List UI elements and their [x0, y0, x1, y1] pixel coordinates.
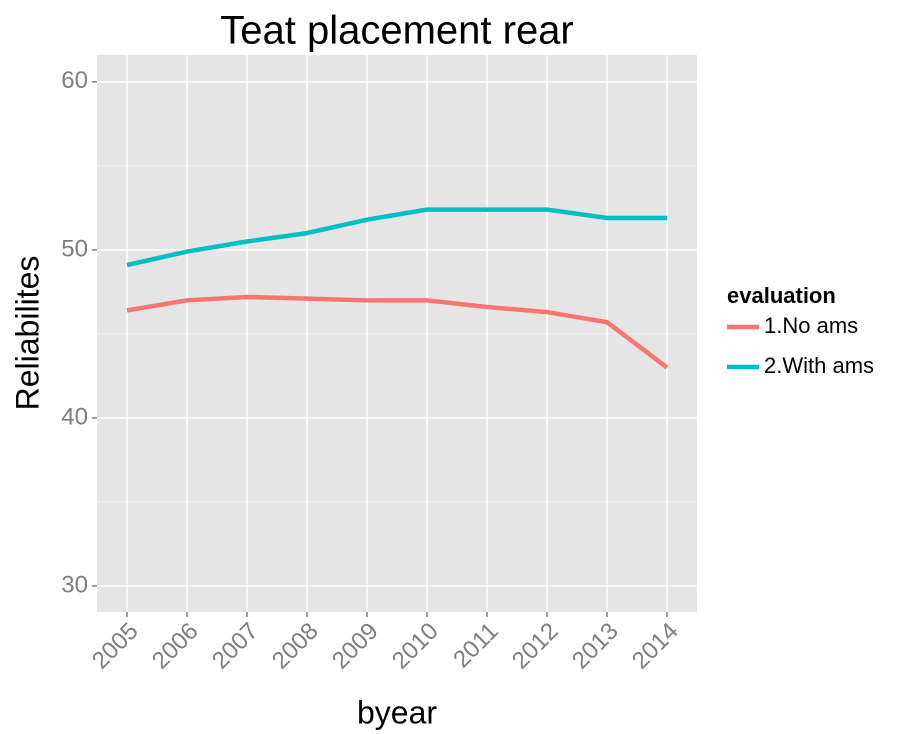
y-tick-label: 50 — [61, 235, 88, 262]
y-tick-label: 30 — [61, 571, 88, 598]
x-axis-label: byear — [357, 694, 437, 730]
y-axis-label: Reliabilites — [9, 256, 45, 411]
line — [126, 207, 667, 268]
x-tick-label: 2007 — [207, 618, 264, 675]
legend-title: evaluation — [727, 283, 836, 308]
x-tick-label: 2010 — [387, 618, 444, 675]
chart-title: Teat placement rear — [220, 9, 574, 53]
x-tick-label: 2005 — [87, 618, 144, 675]
y-tick-label: 40 — [61, 403, 88, 430]
panel — [97, 55, 697, 612]
y-tick-label: 60 — [61, 67, 88, 94]
x-tick-label: 2011 — [448, 618, 504, 674]
line — [126, 294, 669, 370]
legend-label: 2.With ams — [764, 353, 874, 378]
x-tick-label: 2013 — [567, 618, 624, 675]
legend-label: 1.No ams — [764, 313, 858, 338]
x-tick-label: 2008 — [267, 618, 324, 675]
x-tick-label: 2012 — [507, 618, 564, 675]
x-tick-label: 2014 — [627, 618, 684, 675]
x-tick-label: 2006 — [147, 618, 204, 675]
x-tick-label: 2009 — [327, 618, 384, 675]
